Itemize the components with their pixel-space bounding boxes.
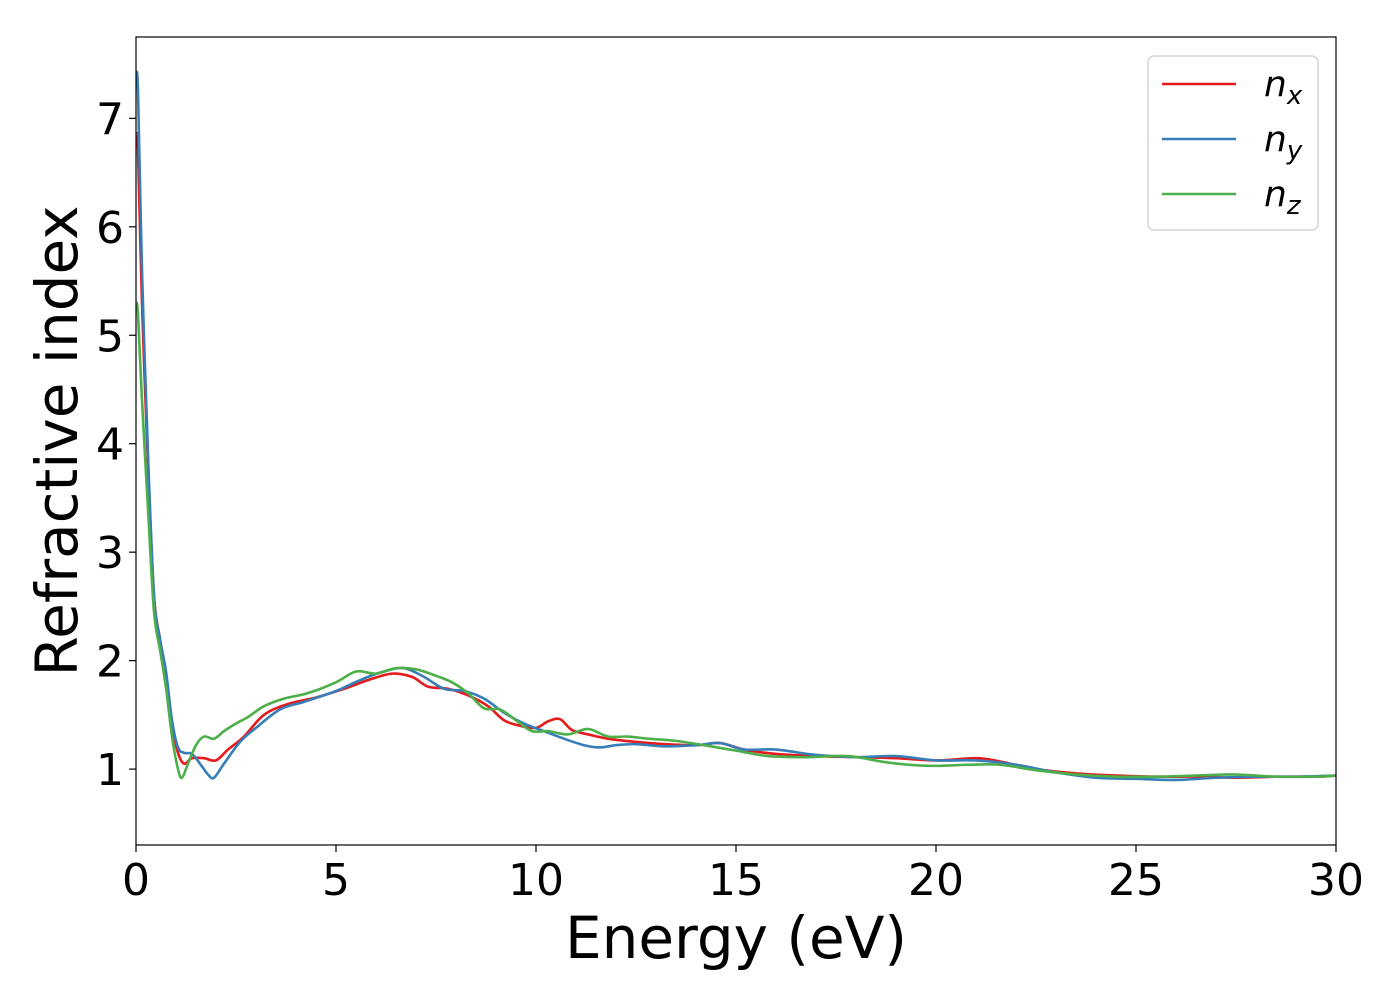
x-axis-label: Energy (eV) (565, 904, 907, 972)
series-line-y (136, 70, 1336, 782)
x-tick-label: 25 (1108, 855, 1164, 906)
y-tick-label: 5 (96, 311, 124, 362)
legend-box (1147, 55, 1319, 231)
plot-lines (136, 70, 1336, 782)
x-tick-label: 30 (1308, 855, 1364, 906)
series-line-z (136, 301, 1336, 780)
y-tick-label: 3 (96, 528, 124, 579)
y-tick-label: 2 (96, 637, 124, 688)
x-tick-label: 5 (322, 855, 350, 906)
x-tick-label: 15 (708, 855, 764, 906)
x-axis-ticks: 0 5 10 15 20 25 30 (122, 845, 1364, 906)
x-tick-label: 10 (508, 855, 564, 906)
y-tick-label: 1 (96, 745, 124, 796)
y-tick-label: 4 (96, 420, 124, 471)
y-axis-ticks: 1 2 3 4 5 6 7 (96, 94, 136, 796)
legend-label: nz (1264, 174, 1302, 221)
x-tick-label: 20 (908, 855, 964, 906)
legend-label-sub: x (1286, 81, 1303, 111)
y-axis-label: Refractive index (23, 205, 91, 676)
legend-label-sub: y (1286, 136, 1303, 166)
series-line-x (136, 131, 1336, 780)
x-tick-label: 0 (122, 855, 150, 906)
legend-label-sub: z (1286, 191, 1302, 221)
y-tick-label: 7 (96, 94, 124, 145)
legend-label-main: n (1264, 64, 1287, 105)
legend-label: nx (1264, 64, 1303, 111)
legend-label-main: n (1264, 174, 1287, 215)
legend-label-main: n (1264, 119, 1287, 160)
y-tick-label: 6 (96, 203, 124, 254)
legend-label: ny (1264, 119, 1303, 166)
